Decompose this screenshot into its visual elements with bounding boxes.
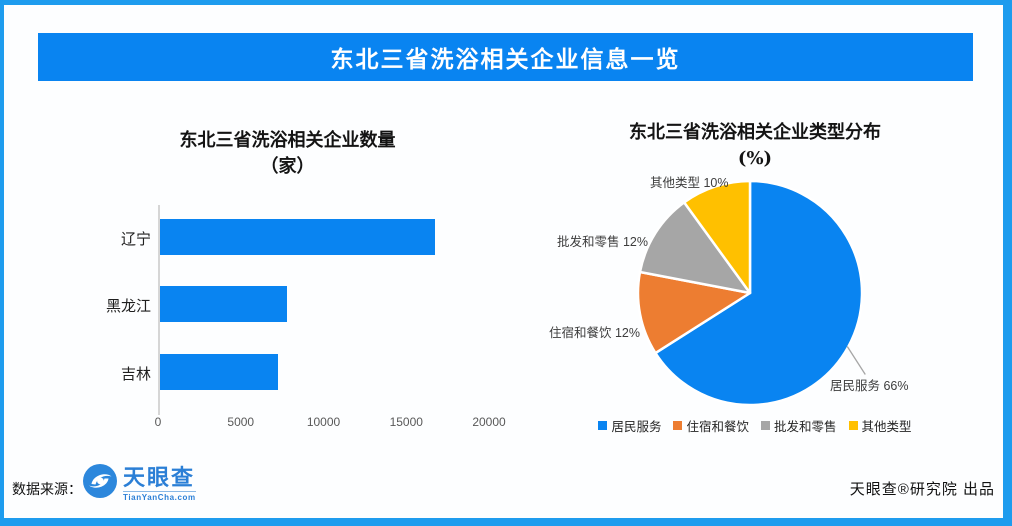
tianyancha-logo-text: 天眼查 TianYanCha.com [123,464,196,502]
axis-tick-label: 10000 [306,415,341,429]
pie-leader-line [846,346,866,375]
tianyancha-logo-name: 天眼查 [123,464,196,490]
legend-swatch-icon [598,421,608,430]
tianyancha-logo-domain: TianYanCha.com [123,490,196,502]
pie-label-wholesale-retail: 批发和零售 12% [557,235,648,249]
legend-label: 批发和零售 [774,420,837,434]
category-label: 吉林 [120,365,151,383]
pie-slice [636,270,752,355]
axis-tick-label: 20000 [472,415,506,429]
legend-label: 其他类型 [861,420,912,434]
tianyancha-logo-icon [82,463,118,504]
pie-chart-title-text: 东北三省洗浴相关企业类型分布 [629,122,881,143]
legend-swatch-icon [673,421,683,430]
axis-tick-label: 5000 [227,415,255,429]
pie-label-other-types: 其他类型 10% [650,176,729,190]
legend-label: 住宿和餐饮 [686,420,749,434]
credit-text: 天眼查®研究院 出品 [849,481,995,498]
pie-chart [636,179,866,407]
legend-swatch-icon [761,421,770,430]
category-label: 黑龙江 [105,297,151,315]
legend-item: 住宿和餐饮 [673,416,749,435]
bar-chart-title: 东北三省洗浴相关企业数量 （家） [95,128,480,180]
bar [160,219,435,255]
bar-chart-title-text: 东北三省洗浴相关企业数量 [179,130,396,151]
tianyancha-logo: 天眼查 TianYanCha.com [82,463,196,504]
bar-chart-title-unit: （家） [260,156,315,177]
pie-chart-title-unit: (%) [737,148,773,169]
legend-item: 居民服务 [598,416,661,435]
pie-slice [682,179,752,295]
pie-legend: 居民服务 住宿和餐饮 批发和零售 其他类型 [590,416,920,435]
page-title: 东北三省洗浴相关企业信息一览 [330,46,681,73]
pie-label-lodging-catering: 住宿和餐饮 12% [549,326,640,340]
bar [160,286,288,322]
pie-chart-title: 东北三省洗浴相关企业类型分布 (%) [560,120,950,172]
legend-item: 批发和零售 [761,416,837,435]
data-source-label: 数据来源： [12,481,82,497]
bar-chart-value-axis [158,205,160,415]
axis-tick-label: 0 [154,415,162,429]
legend-label: 居民服务 [611,420,662,434]
legend-swatch-icon [848,421,858,430]
legend-item: 其他类型 [848,416,912,435]
page-title-banner: 东北三省洗浴相关企业信息一览 [38,33,973,81]
axis-tick-label: 15000 [389,415,423,429]
pie-label-resident-services: 居民服务 66% [830,379,909,393]
pie-slice [638,201,752,295]
bar [160,354,278,390]
category-label: 辽宁 [120,230,151,248]
